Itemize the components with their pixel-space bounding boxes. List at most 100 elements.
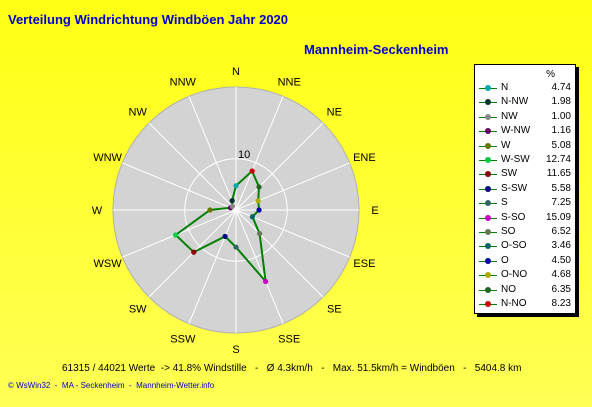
legend-marker [485, 185, 491, 192]
polar-grid [112, 86, 360, 334]
chart-title: Verteilung Windrichtung Windböen Jahr 20… [8, 12, 289, 27]
point-n [233, 183, 239, 189]
stats-line: 61315 / 44021 Werte -> 41.8% Windstille … [62, 363, 522, 374]
legend-item: W-SW 12.74 [475, 154, 575, 168]
grid-spoke [122, 162, 237, 211]
legend-value: 4.68 [551, 269, 571, 281]
direction-label-w: W [92, 205, 103, 217]
direction-label-s: S [232, 344, 239, 356]
legend-value: 1.00 [551, 110, 571, 122]
legend-label: S-SO [501, 211, 526, 223]
legend-label: S [501, 197, 508, 209]
grid-spoke [188, 96, 237, 211]
grid-spoke [235, 122, 324, 211]
series-points [173, 168, 269, 285]
legend-label: W-NW [501, 125, 531, 137]
direction-label-ese: ESE [353, 258, 375, 270]
legend-label: SW [501, 168, 518, 180]
legend-item: NO 6.35 [475, 284, 575, 298]
legend-value: 6.35 [551, 283, 571, 295]
legend-value: 4.74 [551, 82, 571, 93]
direction-label-se: SE [327, 303, 342, 315]
legend-value: 4.50 [551, 254, 571, 266]
legend-marker [485, 85, 491, 91]
direction-label-n: N [232, 66, 240, 78]
point-ssw [222, 233, 228, 240]
legend: % N 4.74 N-NW 1.98 NW 1.00 W-NW 1.16 W 5.08 W-SW 12… [474, 64, 576, 314]
legend-marker [485, 243, 491, 250]
point-ene [255, 198, 261, 204]
legend-item: O-SO 3.46 [475, 240, 575, 254]
direction-label-ssw: SSW [170, 333, 196, 345]
point-ne [256, 184, 262, 190]
grid-spoke [235, 209, 284, 324]
point-w [207, 207, 213, 213]
legend-marker [485, 286, 491, 293]
legend-item: W 5.08 [475, 140, 575, 154]
direction-label-ene: ENE [353, 152, 376, 164]
grid-spoke [235, 162, 350, 211]
legend-unit: % [546, 69, 555, 80]
legend-item: S-SW 5.58 [475, 183, 575, 197]
legend-label: NO [501, 283, 516, 295]
legend-label: NW [501, 110, 518, 122]
point-nw [229, 203, 235, 209]
point-wsw [173, 232, 179, 238]
direction-label-sw: SW [129, 303, 147, 315]
legend-value: 11.65 [546, 168, 571, 180]
direction-label-nw: NW [129, 107, 148, 119]
direction-labels: N NNE NE ENE E ESE SE SSE S SSW SW WSW W WNW NW NNW [92, 66, 379, 356]
legend-value: 15.09 [545, 211, 571, 223]
legend-marker [485, 142, 491, 149]
direction-label-ne: NE [327, 107, 342, 119]
legend-label: N-NO [501, 298, 527, 309]
point-sw [191, 249, 197, 255]
point-nne [249, 168, 255, 174]
point-nnw [229, 198, 235, 204]
legend-item: N 4.74 [475, 82, 575, 96]
legend-item: W-NW 1.16 [475, 125, 575, 139]
legend-marker [485, 128, 491, 135]
point-e [256, 207, 262, 213]
legend-marker [485, 272, 491, 279]
point-s [233, 244, 239, 250]
legend-value: 12.74 [545, 154, 571, 165]
legend-marker [485, 257, 491, 264]
station-name: Mannheim-Seckenheim [304, 42, 449, 57]
legend-value: 1.98 [551, 96, 571, 108]
legend-label: S-SW [501, 182, 528, 194]
legend-item: NW 1.00 [475, 111, 575, 125]
legend-item: N-NW 1.98 [475, 96, 575, 110]
legend-item: N-NO 8.23 [475, 298, 575, 312]
legend-item: SO 6.52 [475, 226, 575, 240]
point-sse [262, 278, 269, 285]
grid-spoke [235, 209, 324, 298]
legend-label: O-SO [501, 240, 527, 252]
legend-label: N [501, 82, 509, 93]
legend-value: 6.52 [551, 226, 571, 237]
legend-marker [485, 229, 491, 235]
legend-value: 3.46 [551, 240, 571, 252]
legend-label: N-NW [501, 96, 529, 108]
legend-value: 5.08 [551, 139, 571, 151]
legend-value: 7.25 [551, 197, 571, 209]
legend-label: W-SW [501, 154, 530, 165]
legend-label: O-NO [501, 269, 528, 281]
grid-spoke [235, 96, 284, 211]
legend-item: O 4.50 [475, 255, 575, 269]
legend-marker [485, 157, 491, 163]
legend-value: 5.58 [551, 182, 571, 194]
grid-spoke [188, 209, 237, 324]
ring-value-label: 10 [238, 149, 250, 161]
legend-value: 8.23 [551, 298, 571, 309]
legend-item: S 7.25 [475, 197, 575, 211]
direction-label-wsw: WSW [94, 258, 123, 270]
legend-marker [485, 214, 491, 221]
grid-spoke [235, 209, 350, 258]
legend-label: O [501, 254, 509, 266]
direction-label-nnw: NNW [170, 77, 197, 89]
legend-label: W [501, 139, 511, 151]
direction-label-nne: NNE [278, 77, 301, 89]
point-se [257, 231, 263, 237]
